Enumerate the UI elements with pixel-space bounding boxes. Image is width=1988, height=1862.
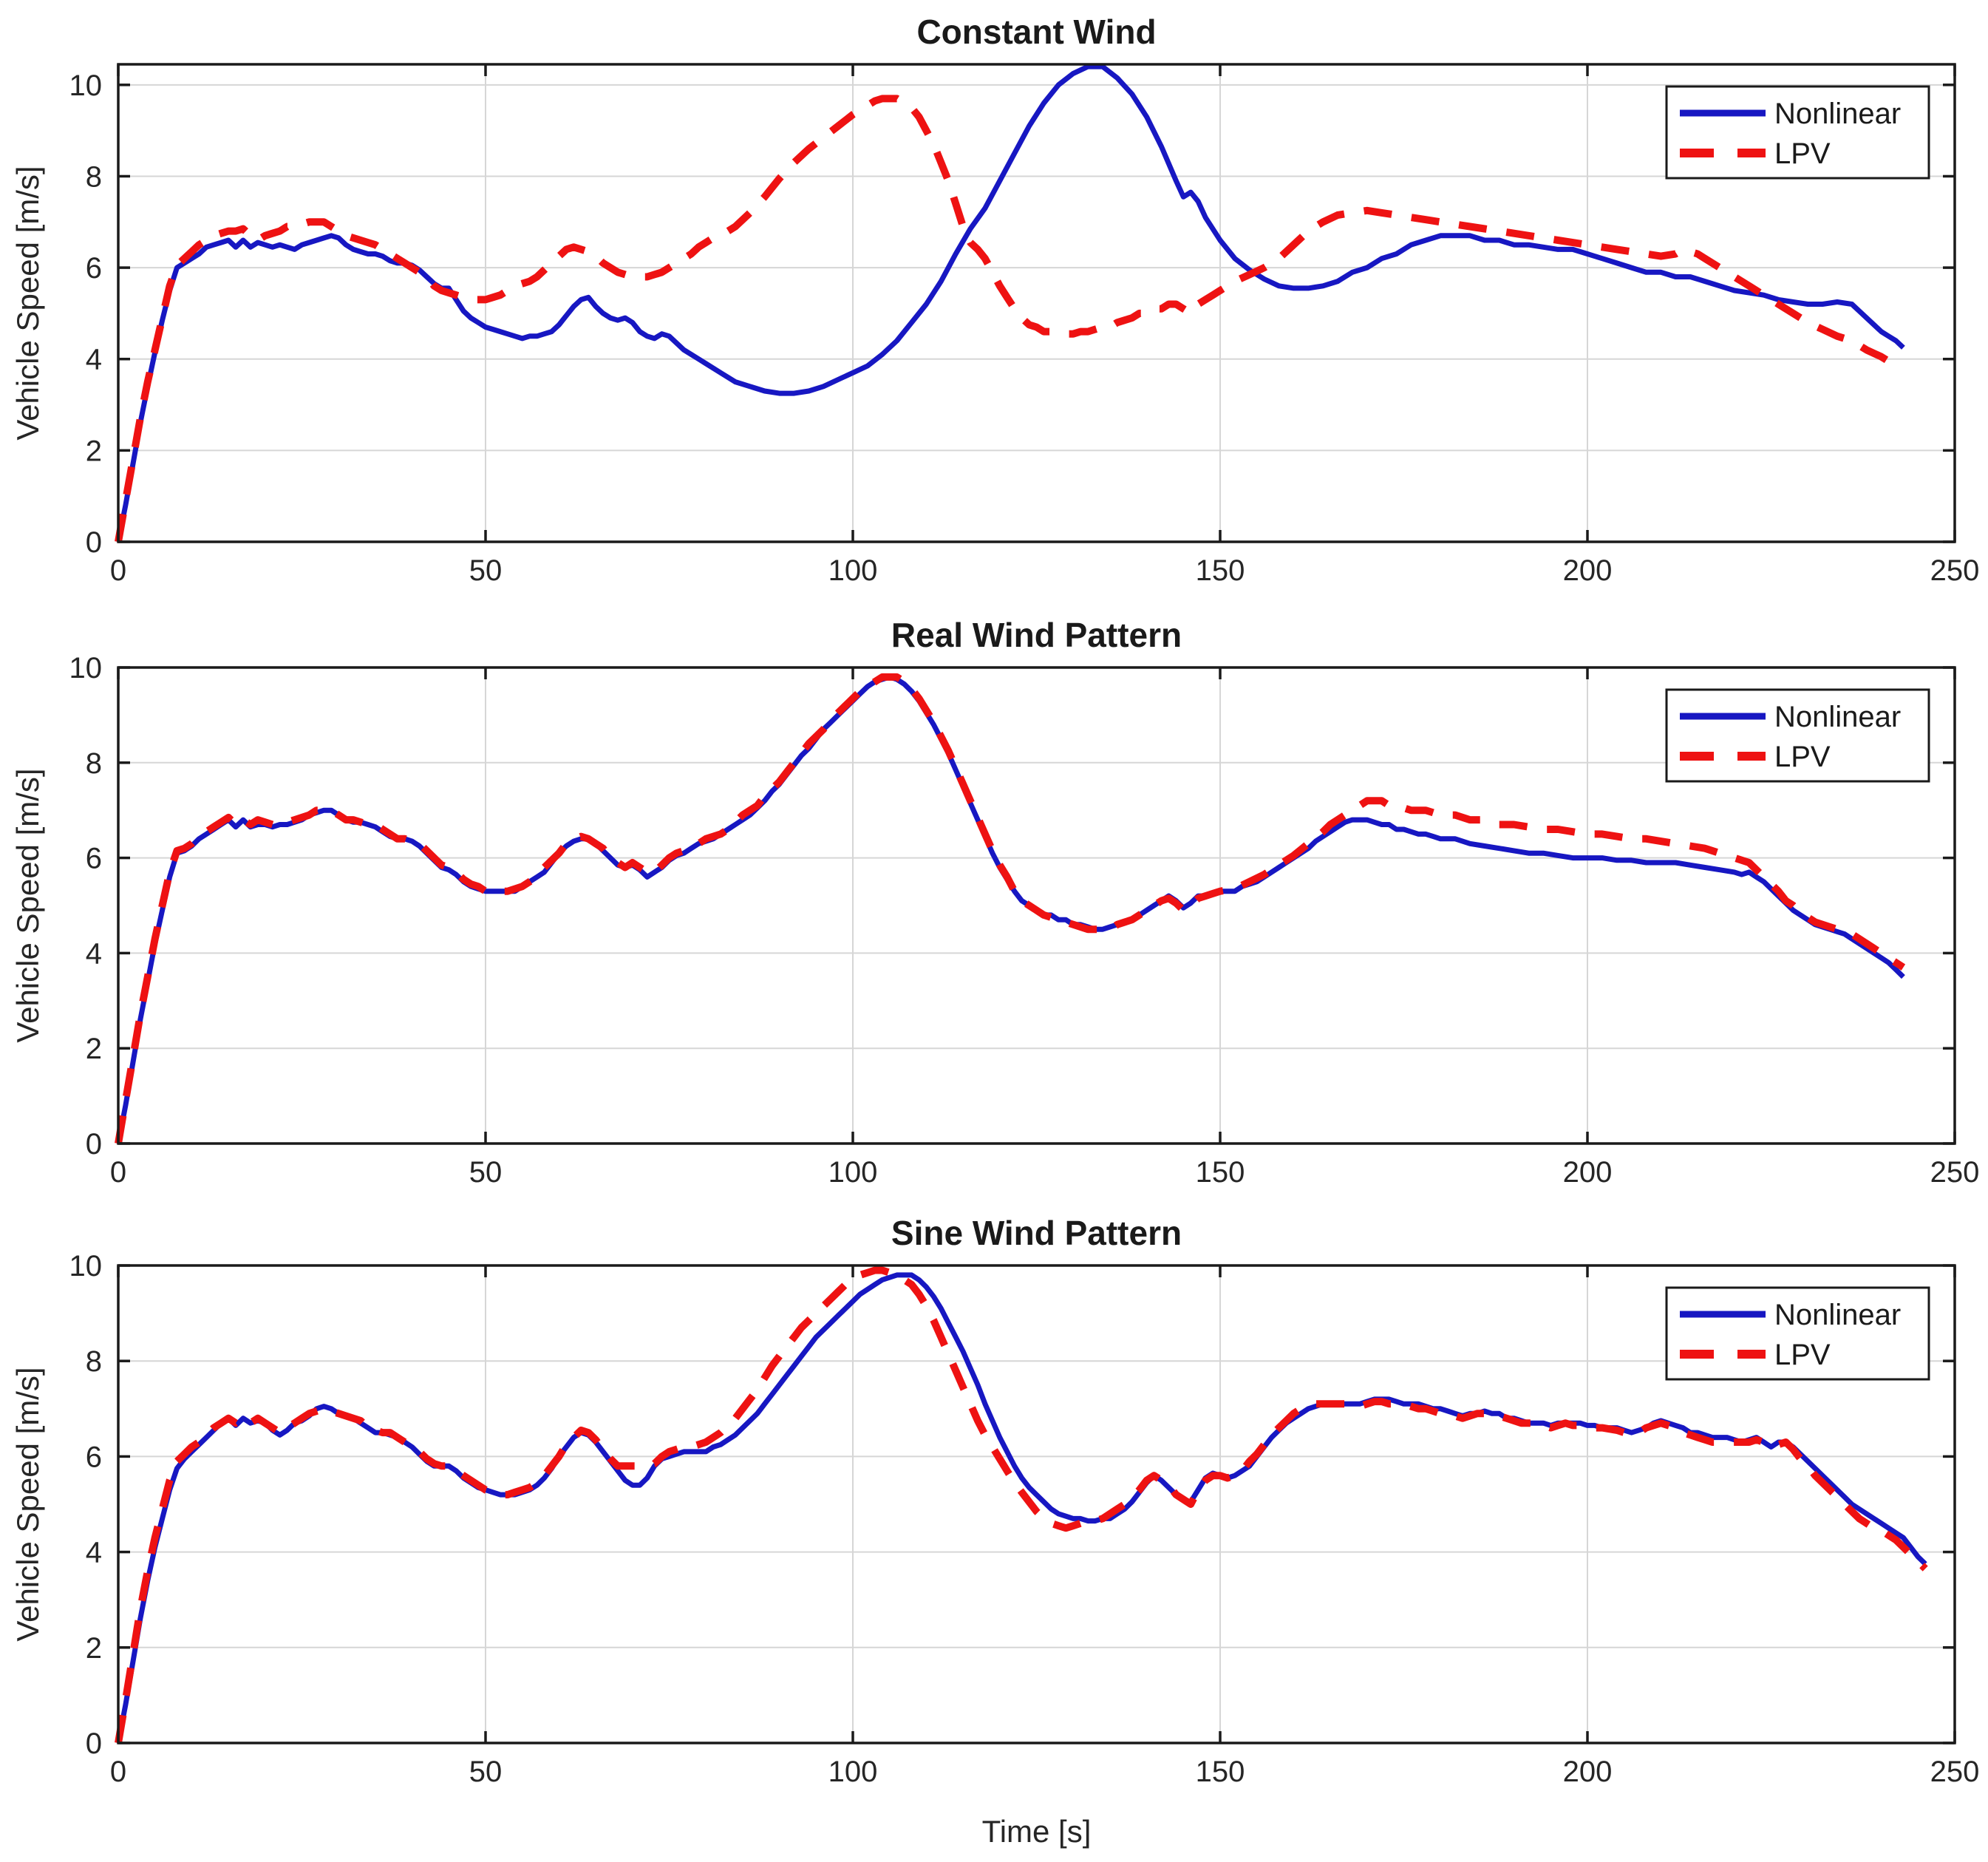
y-tick-label: 8 [86, 1345, 102, 1378]
x-tick-label: 150 [1196, 554, 1245, 587]
legend: Nonlinear LPV [1665, 1286, 1930, 1381]
x-tick-label: 100 [828, 1756, 878, 1788]
y-tick-label: 8 [86, 160, 102, 193]
axes-frame [117, 1264, 1956, 1744]
x-tick-label: 100 [828, 1156, 878, 1189]
axes-frame [117, 666, 1956, 1145]
axes-frame [117, 63, 1956, 543]
x-tick-label: 0 [110, 1156, 126, 1189]
y-tick-label: 6 [86, 252, 102, 285]
y-tick-label: 10 [69, 69, 103, 102]
y-tick-label: 10 [69, 652, 103, 684]
x-tick-label: 200 [1563, 554, 1613, 587]
x-tick-label: 200 [1563, 1756, 1613, 1788]
x-tick-label: 250 [1930, 1156, 1980, 1189]
y-tick-label: 0 [86, 1128, 102, 1161]
y-axis-label: Vehicle Speed [m/s] [10, 1367, 45, 1641]
subplot-3: 0 50 100 150 200 250 0 2 4 6 8 10 Sine Wind Pattern V… [10, 1214, 1979, 1849]
y-tick-label: 4 [86, 937, 102, 970]
legend-label: LPV [1774, 137, 1831, 170]
x-axis-label: Time [s] [982, 1814, 1092, 1849]
x-tick-label: 250 [1930, 554, 1980, 587]
series-nonlinear-line [115, 64, 1905, 543]
legend-label: Nonlinear [1774, 1299, 1901, 1331]
y-tick-label: 6 [86, 1441, 102, 1473]
legend-label: Nonlinear [1774, 98, 1901, 130]
subplot-1: 0 50 100 150 200 250 0 2 4 6 8 10 Constant Wind Vehic… [10, 13, 1979, 587]
y-tick-label: 0 [86, 526, 102, 559]
x-tick-label: 50 [469, 554, 503, 587]
y-axis-label: Vehicle Speed [m/s] [10, 768, 45, 1042]
subplot-title: Constant Wind [916, 13, 1156, 51]
subplot-title: Real Wind Pattern [891, 616, 1182, 654]
y-tick-label: 2 [86, 435, 102, 467]
legend-label: LPV [1774, 1339, 1831, 1371]
legend-label: LPV [1774, 741, 1831, 773]
x-tick-label: 100 [828, 554, 878, 587]
legend: Nonlinear LPV [1665, 85, 1930, 180]
subplot-title: Sine Wind Pattern [891, 1214, 1182, 1252]
legend: Nonlinear LPV [1665, 688, 1930, 783]
y-axis-label: Vehicle Speed [m/s] [10, 166, 45, 440]
legend-box [1665, 1286, 1930, 1381]
x-tick-label: 150 [1196, 1756, 1245, 1788]
x-tick-label: 150 [1196, 1156, 1245, 1189]
series-lpv-line [115, 95, 1899, 543]
subplot-2: 0 50 100 150 200 250 0 2 4 6 8 10 Real Wind Pattern V… [10, 616, 1979, 1189]
x-tick-label: 50 [469, 1156, 503, 1189]
y-tick-label: 4 [86, 1537, 102, 1569]
x-tick-label: 250 [1930, 1756, 1980, 1788]
series-lpv-line [115, 673, 1906, 1144]
x-tick-label: 0 [110, 554, 126, 587]
legend-label: Nonlinear [1774, 701, 1901, 733]
y-tick-label: 2 [86, 1033, 102, 1065]
x-tick-label: 0 [110, 1756, 126, 1788]
x-tick-label: 50 [469, 1756, 503, 1788]
legend-box [1665, 85, 1930, 180]
y-tick-label: 4 [86, 344, 102, 376]
y-tick-label: 2 [86, 1632, 102, 1665]
y-tick-label: 6 [86, 843, 102, 875]
x-tick-label: 200 [1563, 1156, 1613, 1189]
legend-box [1665, 688, 1930, 783]
y-tick-label: 0 [86, 1727, 102, 1760]
y-tick-label: 8 [86, 747, 102, 780]
y-tick-label: 10 [69, 1250, 103, 1282]
